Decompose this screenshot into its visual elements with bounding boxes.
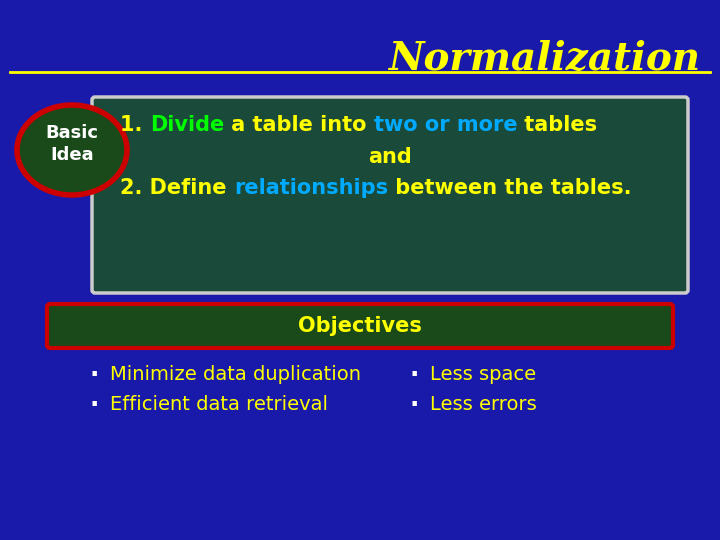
Text: Efficient data retrieval: Efficient data retrieval: [110, 395, 328, 415]
Text: tables: tables: [517, 115, 598, 135]
Text: 1.: 1.: [120, 115, 150, 135]
Text: between the tables.: between the tables.: [388, 178, 631, 198]
Text: Less space: Less space: [430, 366, 536, 384]
Text: Basic
Idea: Basic Idea: [45, 124, 99, 164]
FancyBboxPatch shape: [92, 97, 688, 293]
Text: a table into: a table into: [224, 115, 374, 135]
Text: Minimize data duplication: Minimize data duplication: [110, 366, 361, 384]
Text: relationships: relationships: [234, 178, 388, 198]
Text: Normalization: Normalization: [388, 40, 700, 78]
FancyBboxPatch shape: [47, 304, 673, 348]
Text: and: and: [368, 147, 412, 167]
Text: ·: ·: [410, 393, 419, 417]
Text: Divide: Divide: [150, 115, 224, 135]
Text: ·: ·: [90, 393, 99, 417]
Text: Less errors: Less errors: [430, 395, 536, 415]
Text: Objectives: Objectives: [298, 316, 422, 336]
Text: two or more: two or more: [374, 115, 517, 135]
Text: 2. Define: 2. Define: [120, 178, 234, 198]
Text: ·: ·: [410, 363, 419, 387]
Text: ·: ·: [90, 363, 99, 387]
Ellipse shape: [17, 105, 127, 195]
